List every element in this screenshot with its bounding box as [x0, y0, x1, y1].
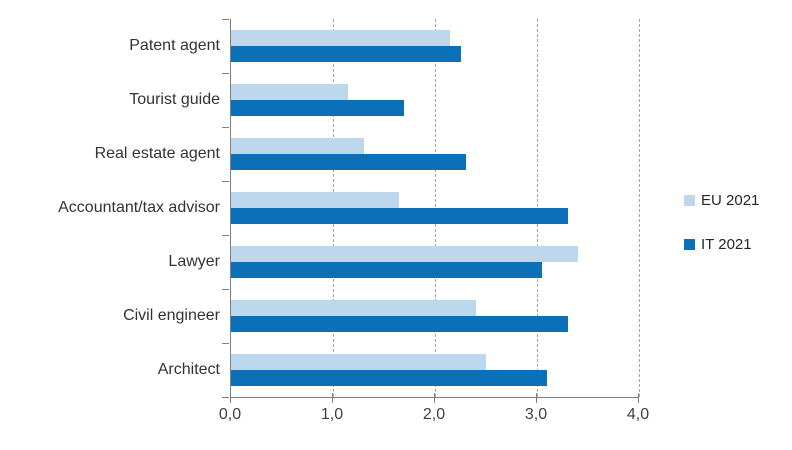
bar-it-2021-5	[231, 262, 543, 278]
y-axis-tick-7	[222, 397, 229, 398]
bar-group-7	[231, 343, 639, 397]
y-axis-tick-0	[222, 19, 229, 20]
x-axis-tick-label-3: 3,0	[524, 406, 548, 423]
bar-it-2021-7	[231, 370, 548, 386]
y-axis-tick-1	[222, 73, 229, 74]
x-axis-tick-3	[536, 393, 537, 403]
x-axis-tick-4	[638, 393, 639, 403]
bar-it-2021-6	[231, 316, 568, 332]
category-label-7: Architect	[157, 361, 220, 378]
bar-group-4	[231, 181, 639, 235]
legend-label-it-2021: IT 2021	[701, 236, 752, 253]
y-axis-tick-6	[222, 343, 229, 344]
legend-label-eu-2021: EU 2021	[701, 192, 760, 209]
bar-it-2021-4	[231, 208, 568, 224]
bar-group-6	[231, 289, 639, 343]
bar-eu-2021-3	[231, 138, 364, 154]
x-axis-tick-label-0: 0,0	[218, 406, 242, 423]
x-axis-tick-label-4: 4,0	[626, 406, 650, 423]
bar-group-1	[231, 19, 639, 73]
category-label-5: Lawyer	[168, 253, 220, 270]
bar-eu-2021-6	[231, 300, 476, 316]
bar-group-5	[231, 235, 639, 289]
bar-eu-2021-5	[231, 246, 578, 262]
y-axis-tick-2	[222, 127, 229, 128]
x-axis-tick-label-2: 2,0	[422, 406, 446, 423]
plot-area	[230, 19, 640, 398]
y-axis-tick-3	[222, 181, 229, 182]
category-label-3: Real estate agent	[94, 145, 220, 162]
x-axis-tick-0	[230, 393, 231, 403]
bar-it-2021-1	[231, 46, 461, 62]
bar-eu-2021-4	[231, 192, 400, 208]
x-axis-tick-label-1: 1,0	[320, 406, 344, 423]
category-label-6: Civil engineer	[123, 307, 220, 324]
legend-swatch-eu-2021-icon	[684, 195, 695, 206]
bar-eu-2021-1	[231, 30, 451, 46]
bar-group-2	[231, 73, 639, 127]
x-axis-tick-2	[434, 393, 435, 403]
y-axis-tick-4	[222, 235, 229, 236]
category-label-1: Patent agent	[129, 37, 220, 54]
legend-item-eu-2021: EU 2021	[684, 192, 759, 209]
bar-eu-2021-7	[231, 354, 486, 370]
category-label-2: Tourist guide	[129, 91, 220, 108]
legend-swatch-it-2021-icon	[684, 239, 695, 250]
bar-it-2021-2	[231, 100, 405, 116]
y-axis-tick-5	[222, 289, 229, 290]
bar-group-3	[231, 127, 639, 181]
bar-it-2021-3	[231, 154, 466, 170]
legend-item-it-2021: IT 2021	[684, 236, 759, 253]
category-label-4: Accountant/tax advisor	[58, 199, 220, 216]
bar-eu-2021-2	[231, 84, 349, 100]
gridline-4	[639, 19, 640, 397]
x-axis-tick-1	[332, 393, 333, 403]
legend: EU 2021 IT 2021	[684, 192, 759, 280]
